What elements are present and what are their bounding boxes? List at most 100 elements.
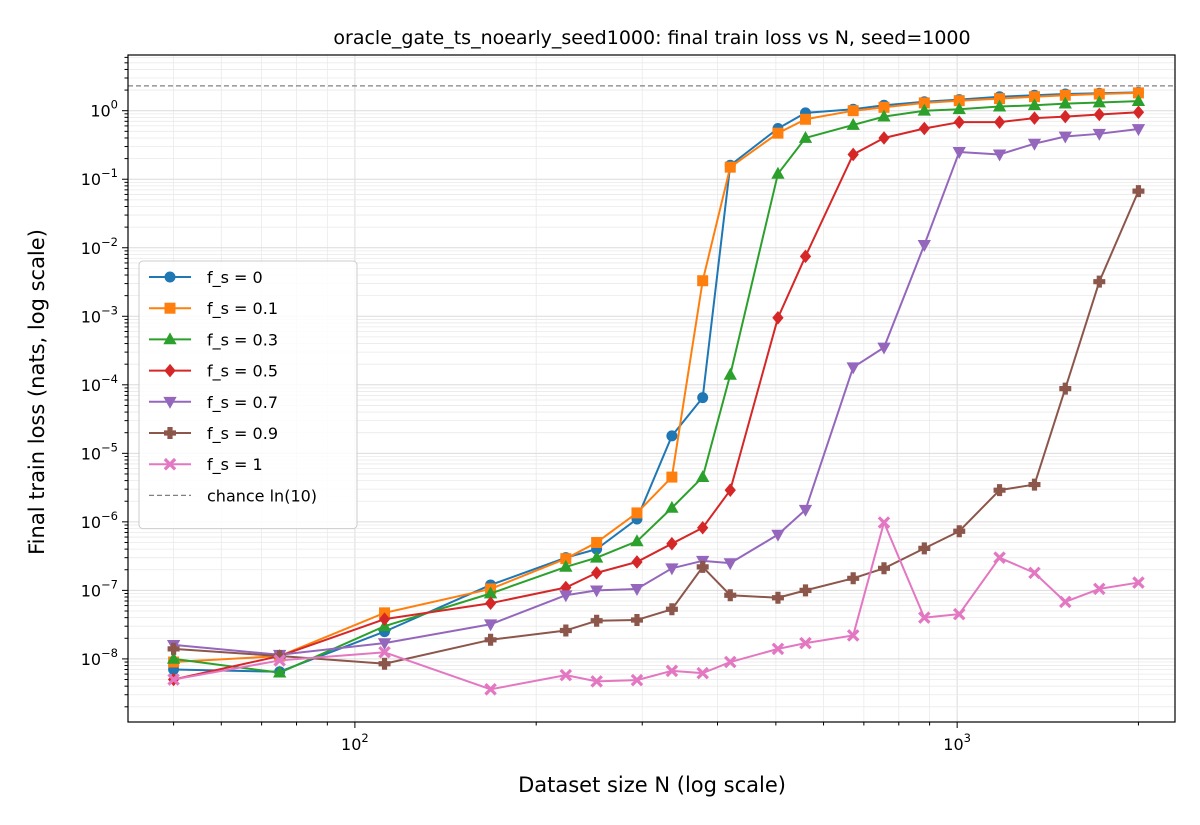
legend-entry: f_s = 0.9: [149, 424, 278, 444]
data-point: [724, 483, 736, 497]
data-point: [877, 342, 891, 355]
data-point: [378, 612, 391, 626]
data-point: [771, 166, 785, 179]
data-point: [1028, 478, 1041, 491]
data-point: [665, 500, 679, 513]
data-point: [918, 611, 931, 624]
data-point: [993, 115, 1006, 129]
data-point: [483, 619, 498, 632]
data-point: [723, 367, 737, 380]
y-tick-label: 10−6: [81, 509, 118, 532]
legend-marker: [163, 332, 177, 345]
data-point: [166, 651, 181, 664]
data-point: [798, 504, 813, 517]
series-6: [167, 516, 1145, 696]
data-point: [878, 131, 890, 145]
data-point: [771, 591, 784, 604]
data-point: [846, 362, 860, 375]
data-point: [591, 536, 603, 548]
chart-title: oracle_gate_ts_noearly_seed1000: final t…: [333, 27, 970, 49]
data-point: [847, 105, 859, 117]
data-point: [953, 525, 966, 538]
data-point: [631, 507, 643, 519]
y-axis-label: Final train loss (nats, log scale): [25, 229, 49, 555]
y-tick-label: 10−3: [81, 303, 118, 326]
legend-marker: [164, 427, 176, 439]
x-tick-label: 102: [341, 731, 369, 754]
legend-marker: [163, 457, 177, 471]
data-point: [723, 558, 737, 571]
data-point: [952, 147, 966, 159]
series-layer: [166, 86, 1146, 696]
data-point: [877, 562, 890, 575]
data-point: [590, 614, 603, 627]
data-point: [696, 470, 710, 482]
data-point: [917, 103, 931, 116]
data-point: [1027, 98, 1042, 111]
data-point: [378, 657, 391, 670]
data-point: [952, 102, 966, 115]
data-point: [666, 471, 678, 483]
legend-label: chance ln(10): [207, 486, 317, 505]
data-point: [799, 636, 812, 650]
data-point: [666, 536, 678, 551]
data-point: [724, 589, 737, 602]
data-point: [631, 555, 643, 569]
data-point: [697, 520, 709, 535]
legend-label: f_s = 0.7: [207, 393, 278, 413]
series-2: [166, 94, 1146, 678]
data-point: [772, 127, 784, 139]
legend-label: f_s = 0.5: [207, 362, 278, 382]
y-tick-label: 10−5: [81, 440, 118, 463]
data-point: [590, 566, 603, 580]
data-point: [589, 550, 604, 563]
series-5: [167, 185, 1145, 670]
legend-box: [138, 260, 358, 530]
data-point: [992, 149, 1007, 162]
legend-label: f_s = 1: [207, 455, 263, 475]
data-point: [847, 147, 859, 162]
data-point: [1059, 382, 1072, 395]
legend-entry: f_s = 0.5: [149, 362, 278, 382]
legend-entry: chance ln(10): [149, 486, 317, 505]
y-tick-label: 10−1: [81, 166, 118, 189]
data-point: [799, 113, 811, 125]
data-point: [1092, 95, 1106, 108]
data-point: [1092, 128, 1106, 141]
data-point: [993, 484, 1006, 497]
y-tick-label: 100: [90, 98, 118, 121]
data-point: [846, 629, 860, 642]
data-point: [1132, 105, 1145, 120]
data-point: [1058, 131, 1072, 144]
data-point: [918, 542, 931, 555]
legend-marker: [164, 363, 176, 378]
x-axis: 102 103: [173, 722, 1139, 754]
data-point: [877, 516, 891, 529]
legend-marker: [164, 271, 176, 283]
legend-entry: f_s = 0.7: [149, 393, 278, 413]
data-point: [559, 624, 572, 637]
data-point: [630, 534, 644, 547]
data-point: [590, 675, 603, 688]
data-point: [630, 613, 643, 626]
data-point: [799, 249, 812, 264]
data-point: [484, 683, 497, 696]
data-point: [484, 633, 497, 646]
data-point: [665, 664, 679, 678]
legend-label: f_s = 0.1: [207, 299, 278, 319]
data-point: [1093, 275, 1106, 288]
data-point: [273, 654, 286, 667]
data-point: [952, 607, 966, 621]
data-point: [798, 130, 813, 143]
legend-entry: f_s = 0: [149, 268, 263, 288]
data-point: [1131, 124, 1146, 137]
legend-entry: f_s = 0.3: [149, 330, 278, 350]
y-axis: 10−8 10−7 10−6 10−5 10−4 10−3 10−2 10−1 100: [81, 56, 128, 708]
data-point: [1093, 582, 1106, 596]
data-point: [724, 161, 736, 173]
series-4: [166, 124, 1146, 662]
legend-entry: f_s = 0.1: [149, 299, 278, 319]
data-point: [697, 392, 709, 404]
data-point: [630, 673, 644, 687]
